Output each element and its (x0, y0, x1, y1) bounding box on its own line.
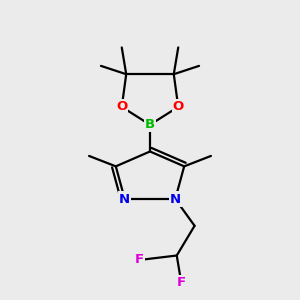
Text: B: B (145, 118, 155, 131)
Text: N: N (170, 193, 181, 206)
Text: O: O (116, 100, 128, 113)
Text: F: F (135, 254, 144, 266)
Text: F: F (177, 276, 186, 289)
Text: O: O (172, 100, 184, 113)
Text: N: N (119, 193, 130, 206)
